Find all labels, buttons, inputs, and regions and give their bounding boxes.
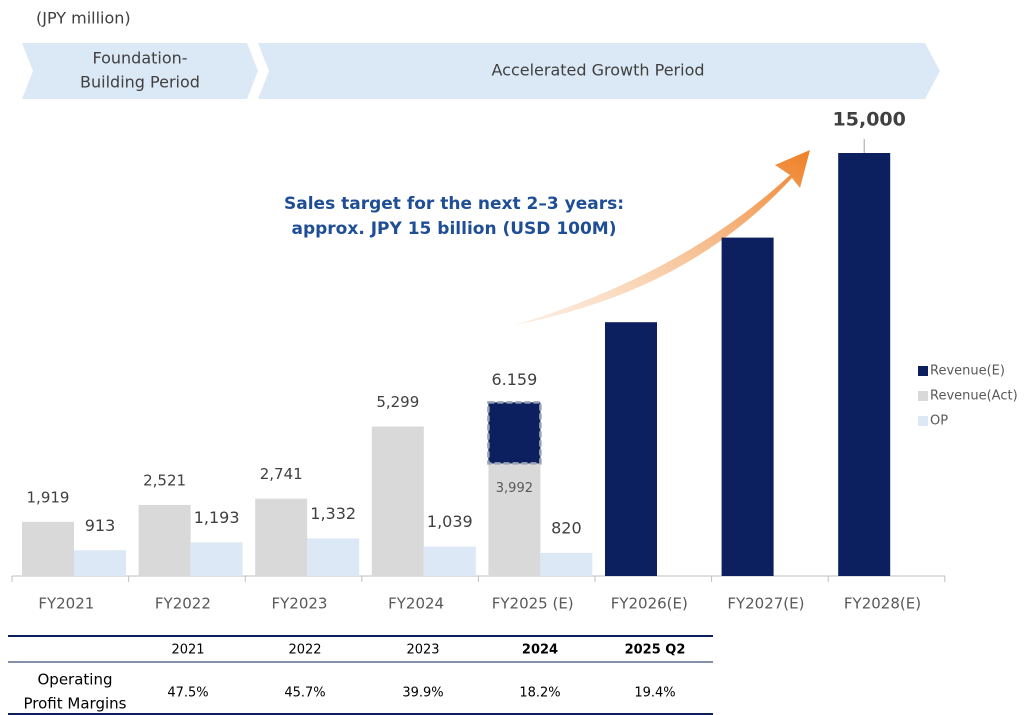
x-tick-label: FY2021 <box>38 595 94 613</box>
bar <box>487 401 542 465</box>
value-label: 3,992 <box>496 481 533 496</box>
legend-label: Revenue(E) <box>930 364 1005 379</box>
annotation: approx. JPY 15 billion (USD 100M) <box>291 219 616 239</box>
x-tick-label: FY2023 <box>272 595 328 613</box>
bar <box>22 521 74 576</box>
legend-swatch <box>918 391 928 401</box>
phase-banner <box>22 43 258 99</box>
growth-arrow <box>515 150 810 325</box>
phase-label: Foundation- <box>92 49 187 68</box>
table-cell: 19.4% <box>634 686 675 701</box>
legend-label: OP <box>930 414 948 429</box>
bar <box>255 498 308 576</box>
x-tick-label: FY2028(E) <box>844 595 921 613</box>
annotation: Sales target for the next 2–3 years: <box>284 194 624 214</box>
legend-swatch <box>918 416 928 426</box>
value-label: 1,039 <box>427 512 473 531</box>
bar <box>307 538 360 576</box>
table-row-label: Operating <box>38 671 113 689</box>
table-cell: 45.7% <box>284 686 325 701</box>
table-header: 2023 <box>406 643 439 658</box>
table-cell: 47.5% <box>167 686 208 701</box>
value-label: 5,299 <box>376 393 419 411</box>
phase-label: Accelerated Growth Period <box>491 61 704 80</box>
value-label: 913 <box>85 516 116 535</box>
table-row-label: Profit Margins <box>24 695 127 713</box>
bar <box>190 542 243 576</box>
value-label: 2,741 <box>260 465 303 483</box>
phase-label: Building Period <box>80 73 200 92</box>
bar <box>74 550 126 576</box>
value-label: 1,193 <box>194 508 240 527</box>
table-header: 2021 <box>171 643 204 658</box>
x-tick-label: FY2025 (E) <box>492 595 574 613</box>
table-header: 2022 <box>288 643 321 658</box>
table-cell: 39.9% <box>402 686 443 701</box>
x-tick-label: FY2027(E) <box>727 595 804 613</box>
value-label: 1,919 <box>27 488 70 506</box>
bar <box>721 237 774 576</box>
bar <box>423 546 476 576</box>
value-label: 15,000 <box>833 109 906 131</box>
bar <box>540 552 593 576</box>
bar <box>138 504 191 576</box>
table-header: 2025 Q2 <box>625 643 686 658</box>
table-header: 2024 <box>522 643 558 658</box>
bar <box>838 153 891 576</box>
bar <box>605 322 657 576</box>
bar <box>371 426 424 576</box>
x-tick-label: FY2024 <box>388 595 444 613</box>
phase-banner <box>258 43 940 99</box>
x-tick-label: FY2026(E) <box>611 595 688 613</box>
table-cell: 18.2% <box>519 686 560 701</box>
bar <box>488 463 541 576</box>
value-label: 1,332 <box>310 504 356 523</box>
x-tick-label: FY2022 <box>155 595 211 613</box>
total-label: 6.159 <box>491 370 537 389</box>
value-label: 2,521 <box>143 471 186 489</box>
legend-label: Revenue(Act) <box>930 389 1018 404</box>
unit-label: (JPY million) <box>36 9 131 28</box>
legend-swatch <box>918 366 928 376</box>
value-label: 820 <box>551 518 582 537</box>
